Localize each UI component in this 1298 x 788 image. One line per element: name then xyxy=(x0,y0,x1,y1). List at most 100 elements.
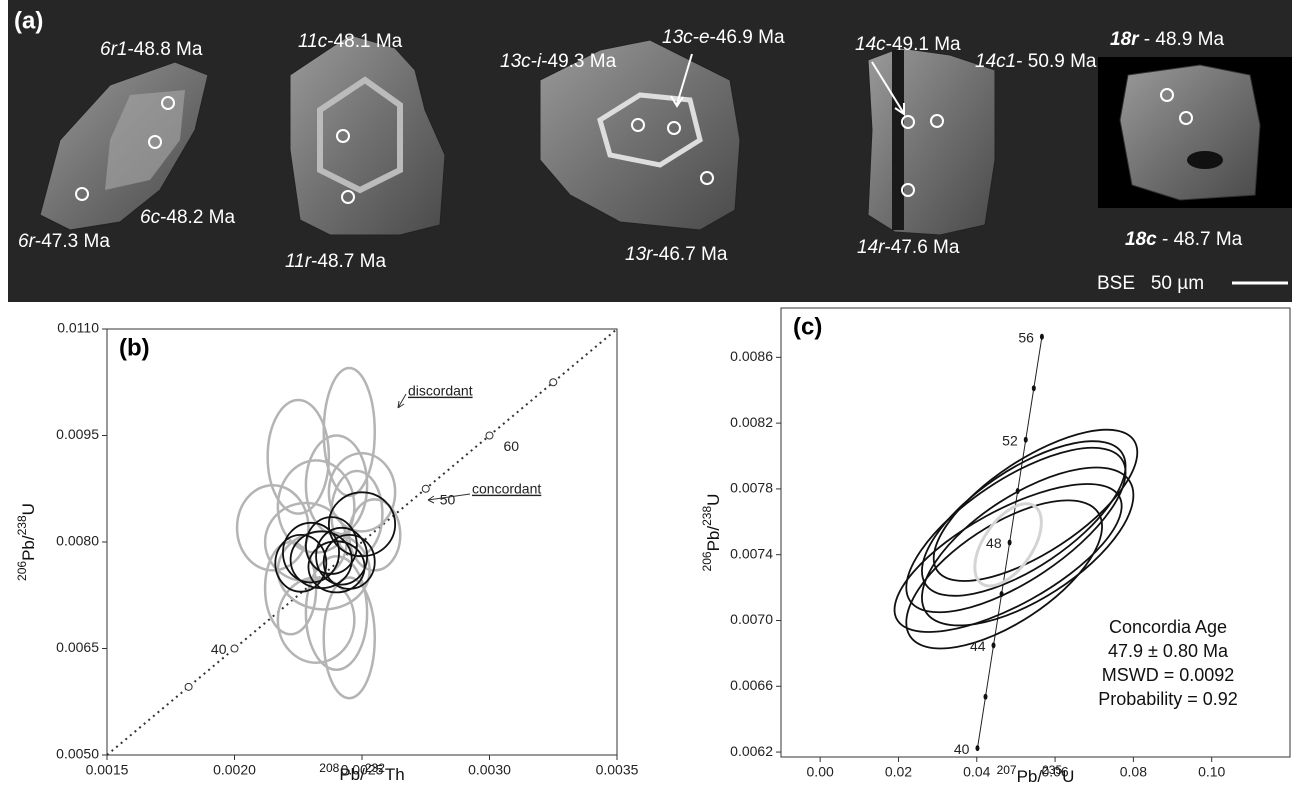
spot-name: 11r xyxy=(285,251,312,272)
grain-label: 6r-47.3 Ma xyxy=(18,231,110,252)
error-ellipse xyxy=(898,412,1149,625)
superscript: 207 xyxy=(997,763,1017,777)
grain-label: 18r - 48.9 Ma xyxy=(1110,29,1225,50)
age-label: 40 xyxy=(954,741,970,757)
spot-age: - 50.9 Ma xyxy=(1016,51,1097,72)
annotation: discordant xyxy=(408,383,473,399)
age-marker xyxy=(975,745,979,751)
grain-label: 18c - 48.7 Ma xyxy=(1125,229,1243,250)
age-marker xyxy=(422,485,429,492)
x-tick-label: 0.02 xyxy=(885,764,912,780)
spot-name: 14c xyxy=(855,34,886,55)
spot-age: -48.2 Ma xyxy=(160,207,235,228)
spot-age: -46.7 Ma xyxy=(652,244,727,265)
spot-name: 18c xyxy=(1125,229,1157,250)
axis-label: 206Pb/238U xyxy=(15,503,38,581)
spot-name: 6r1 xyxy=(100,39,127,60)
age-marker xyxy=(1008,540,1012,546)
age-label: 56 xyxy=(1018,329,1034,345)
age-marker xyxy=(1024,437,1028,443)
error-ellipse xyxy=(961,492,1054,597)
age-marker xyxy=(185,683,192,690)
spot-age: -47.6 Ma xyxy=(884,237,959,258)
spot-name: 13c-i xyxy=(500,51,542,72)
annotation: 47.9 ± 0.80 Ma xyxy=(1108,641,1229,661)
y-tick-label: 0.0086 xyxy=(730,348,773,364)
axis-label: 206Pb/238U xyxy=(700,494,723,572)
x-tick-label: 0.10 xyxy=(1198,764,1225,780)
y-tick-label: 0.0082 xyxy=(730,414,773,430)
superscript: 235 xyxy=(1042,763,1062,777)
spot-age: -46.9 Ma xyxy=(710,27,785,48)
panel-label: (b) xyxy=(119,334,150,361)
spot-age: - 48.9 Ma xyxy=(1139,29,1225,50)
grain-label: 6c-48.2 Ma xyxy=(140,207,235,228)
grain-label: 13c-i-49.3 Ma xyxy=(500,51,617,72)
figure: (a) BSE 50 µm 6r1-48.8 Ma6r-47.3 Ma6c-48… xyxy=(0,0,1298,788)
x-tick-label: 0.0020 xyxy=(213,762,256,778)
error-ellipse xyxy=(324,578,375,699)
x-tick-label: 0.0035 xyxy=(596,762,639,778)
spot-age: -48.1 Ma xyxy=(327,31,402,52)
y-tick-label: 0.0074 xyxy=(730,545,773,561)
annotation: Concordia Age xyxy=(1109,617,1227,637)
inclusion xyxy=(1187,151,1223,169)
panel-label: (c) xyxy=(793,313,822,340)
grain-label: 14c-49.1 Ma xyxy=(855,34,961,55)
error-ellipse xyxy=(275,535,326,592)
spot-name: 14r xyxy=(857,237,885,258)
x-tick-label: 0.0015 xyxy=(86,762,129,778)
age-marker xyxy=(1000,591,1004,597)
age-label: 44 xyxy=(970,638,986,654)
label-part: U xyxy=(19,503,38,515)
age-marker xyxy=(992,642,996,648)
grain-label: 13c-e-46.9 Ma xyxy=(662,27,785,48)
label-part: Pb/ xyxy=(339,765,365,784)
spot-name: 18r xyxy=(1110,29,1140,50)
superscript: 238 xyxy=(700,506,714,526)
x-tick-label: 0.04 xyxy=(963,764,990,780)
x-tick-label: 0.0030 xyxy=(468,762,511,778)
error-ellipse xyxy=(882,417,1150,642)
age-marker xyxy=(550,379,557,386)
grain xyxy=(868,48,995,235)
error-ellipse xyxy=(874,455,1142,660)
annotation-arrow xyxy=(398,394,406,408)
age-marker xyxy=(984,694,988,700)
grain-label: 13r-46.7 Ma xyxy=(625,244,728,265)
panel-label: (a) xyxy=(14,7,43,34)
label-part: Pb/ xyxy=(704,526,723,552)
spot-age: -49.1 Ma xyxy=(886,34,961,55)
spot-name: 14c1 xyxy=(975,51,1016,72)
spot-name: 6r xyxy=(18,231,36,252)
age-label: 40 xyxy=(211,641,227,657)
superscript: 206 xyxy=(15,561,29,581)
grain-crack xyxy=(892,50,904,230)
grain-label: 11c-48.1 Ma xyxy=(298,31,403,52)
spot-name: 13r xyxy=(625,244,653,265)
grain xyxy=(1120,65,1260,200)
superscript: 208 xyxy=(319,761,339,775)
grain-label: 14r-47.6 Ma xyxy=(857,237,960,258)
age-marker xyxy=(486,432,493,439)
spot-age: -48.7 Ma xyxy=(311,251,386,272)
label-part: U xyxy=(1062,767,1074,786)
grain-label: 14c1- 50.9 Ma xyxy=(975,51,1097,72)
axis-label: 208Pb/232Th xyxy=(319,761,404,784)
page: {"panel_a": {"label": "(a)", "scale": "B… xyxy=(0,0,1298,788)
y-tick-label: 0.0062 xyxy=(730,743,773,759)
label-part: Pb/ xyxy=(1017,767,1043,786)
age-label: 60 xyxy=(504,438,520,454)
spot-age: -47.3 Ma xyxy=(35,231,110,252)
spot-age: - 48.7 Ma xyxy=(1157,229,1243,250)
age-marker xyxy=(1040,334,1044,340)
label-part: Th xyxy=(385,765,405,784)
panel-a: (a) BSE 50 µm 6r1-48.8 Ma6r-47.3 Ma6c-48… xyxy=(8,0,1292,302)
y-tick-label: 0.0095 xyxy=(56,426,99,442)
y-tick-label: 0.0050 xyxy=(56,746,99,762)
spot-name: 11c xyxy=(298,31,328,52)
y-tick-label: 0.0065 xyxy=(56,639,99,655)
superscript: 238 xyxy=(15,515,29,535)
grain-label: 6r1-48.8 Ma xyxy=(100,39,203,60)
superscript: 232 xyxy=(365,761,385,775)
